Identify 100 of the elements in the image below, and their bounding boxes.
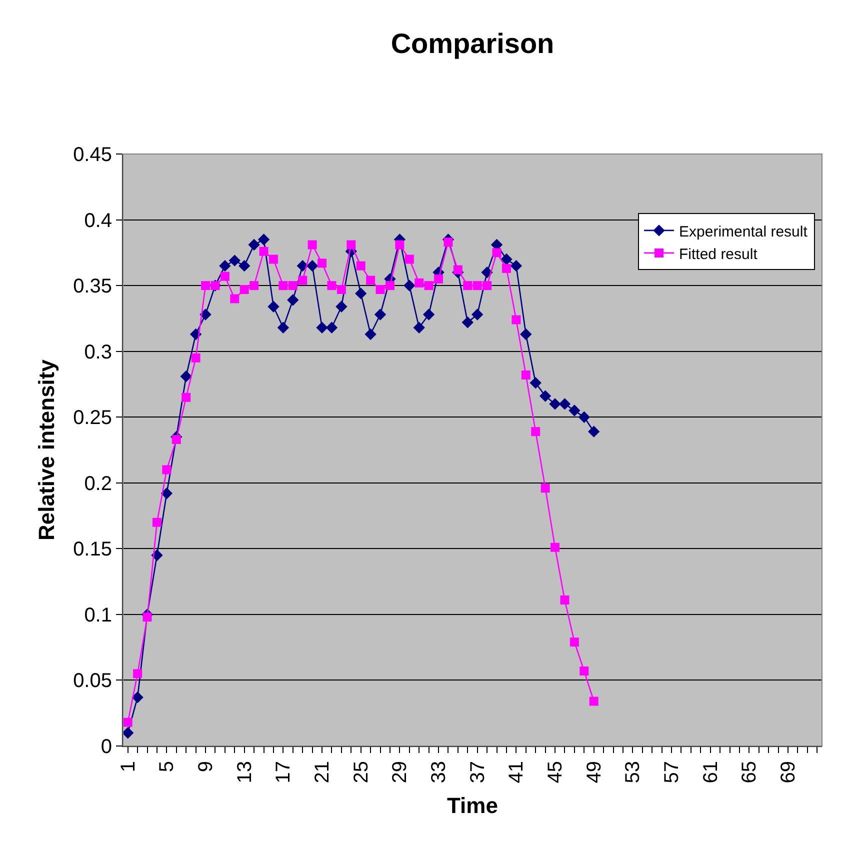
point — [472, 281, 482, 290]
point — [463, 281, 472, 290]
legend-label: Fitted result — [679, 246, 758, 263]
point — [589, 696, 598, 706]
point — [308, 240, 317, 250]
point — [422, 308, 435, 320]
point — [520, 328, 532, 340]
point — [180, 370, 192, 382]
point — [414, 278, 424, 288]
point — [570, 638, 579, 647]
point — [201, 281, 210, 290]
point — [558, 398, 571, 410]
point — [219, 260, 231, 272]
point — [191, 353, 200, 362]
point — [472, 308, 484, 320]
y-tick-label: 0.15 — [73, 538, 112, 561]
point — [278, 281, 288, 290]
x-tick-label: 29 — [389, 761, 412, 784]
point — [240, 285, 249, 294]
point — [434, 274, 444, 284]
y-tick-label: 0.3 — [84, 341, 112, 364]
x-axis-title: Time — [447, 793, 498, 818]
point — [580, 666, 589, 676]
point — [133, 669, 142, 678]
point — [326, 322, 338, 334]
point — [366, 276, 376, 285]
point — [258, 234, 270, 246]
point — [268, 300, 280, 312]
point — [521, 370, 530, 380]
point — [298, 276, 308, 285]
point — [287, 294, 299, 306]
chart-title: Comparison — [390, 28, 554, 60]
point — [492, 248, 502, 258]
point — [404, 254, 414, 264]
point — [123, 718, 132, 727]
point — [482, 281, 492, 290]
y-tick-label: 0.05 — [73, 670, 112, 692]
x-tick-label: 13 — [234, 761, 256, 784]
y-tick-label: 0.45 — [73, 144, 112, 166]
point — [512, 315, 521, 324]
point — [530, 377, 542, 389]
x-tick-label: 41 — [506, 761, 528, 784]
point — [540, 484, 550, 493]
point — [306, 260, 318, 272]
point — [550, 542, 560, 552]
point — [346, 240, 356, 250]
point — [132, 691, 144, 704]
point — [356, 261, 366, 270]
x-tick-label: 49 — [583, 761, 606, 784]
point — [238, 260, 250, 272]
x-tick-label: 37 — [466, 761, 489, 784]
point — [568, 404, 580, 416]
point — [560, 595, 570, 604]
x-tick-label: 69 — [778, 761, 800, 784]
point — [172, 434, 181, 444]
point — [462, 316, 474, 328]
point — [296, 260, 308, 272]
point — [152, 518, 162, 527]
point — [500, 253, 512, 266]
y-tick-label: 0 — [100, 736, 112, 758]
point — [413, 322, 425, 334]
point — [444, 238, 453, 247]
x-tick-label: 17 — [272, 761, 295, 784]
point — [142, 612, 152, 622]
point — [160, 488, 173, 500]
x-tick-label: 5 — [156, 761, 178, 772]
point — [288, 281, 298, 290]
y-tick-label: 0.2 — [84, 472, 112, 495]
point — [578, 411, 590, 423]
point — [230, 294, 240, 304]
x-tick-label: 57 — [661, 761, 684, 784]
y-axis-title: Relative intensity — [34, 358, 59, 540]
point — [539, 390, 552, 402]
point — [327, 281, 336, 290]
x-tick-label: 9 — [195, 761, 218, 772]
x-tick-label: 21 — [312, 761, 334, 784]
y-tick-label: 0.4 — [84, 210, 112, 232]
point — [151, 549, 163, 562]
point — [336, 285, 346, 294]
point — [404, 280, 416, 292]
point — [277, 322, 290, 334]
point — [220, 272, 230, 281]
point — [268, 254, 278, 264]
x-tick-label: 33 — [428, 761, 450, 784]
point — [374, 308, 386, 320]
point — [355, 288, 367, 300]
point — [162, 465, 172, 474]
point — [316, 322, 328, 334]
y-tick-label: 0.35 — [73, 276, 112, 298]
point — [502, 264, 511, 273]
point — [424, 281, 434, 290]
point — [364, 328, 376, 340]
y-tick-label: 0.1 — [84, 604, 112, 626]
point — [259, 246, 268, 256]
legend-label: Experimental result — [679, 223, 808, 240]
point — [510, 260, 522, 272]
point — [248, 238, 260, 251]
point — [182, 392, 191, 402]
point — [481, 266, 493, 278]
point — [318, 258, 327, 268]
